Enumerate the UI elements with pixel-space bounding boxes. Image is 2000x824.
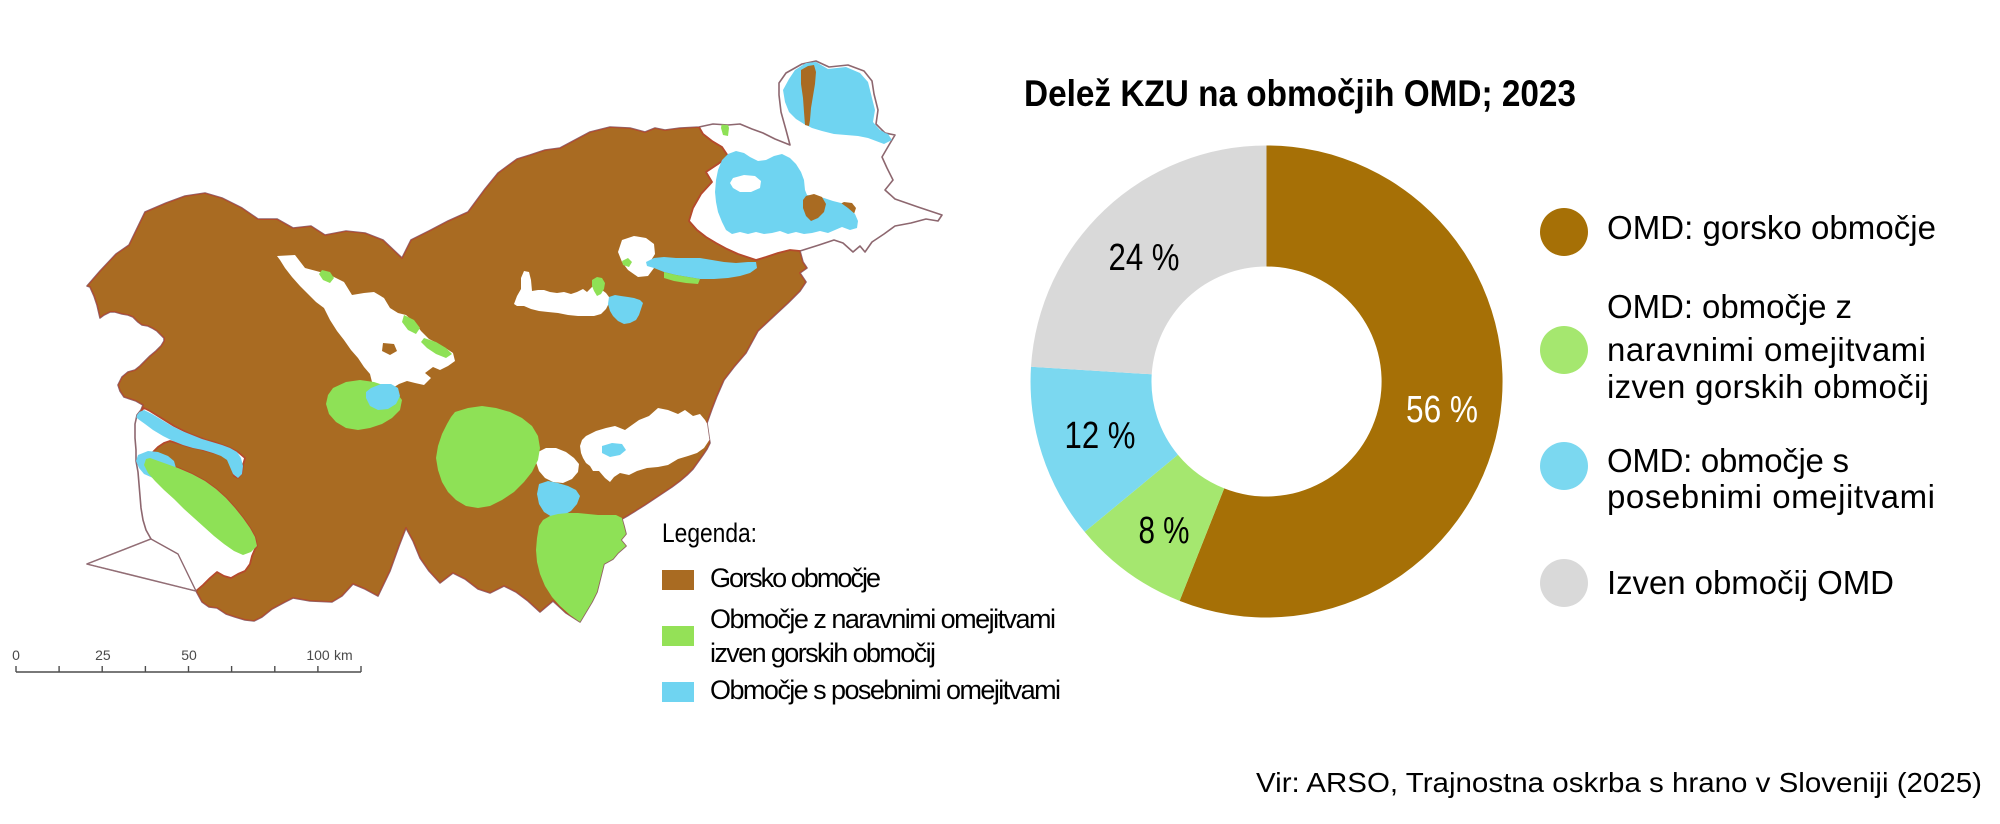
- svg-text:Območje s posebnimi omejitvami: Območje s posebnimi omejitvami: [710, 675, 1061, 705]
- svg-text:8 %: 8 %: [1139, 510, 1190, 552]
- svg-text:Vir: ARSO, Trajnostna oskrba s: Vir: ARSO, Trajnostna oskrba s hrano v S…: [1256, 767, 1982, 798]
- svg-text:12 %: 12 %: [1065, 415, 1136, 457]
- svg-text:OMD: območje s: OMD: območje s: [1607, 442, 1849, 479]
- svg-text:OMD: območje z: OMD: območje z: [1607, 288, 1852, 325]
- svg-text:25: 25: [95, 647, 111, 663]
- svg-text:100: 100: [306, 647, 330, 663]
- svg-text:Delež KZU na območjih OMD; 202: Delež KZU na območjih OMD; 2023: [1024, 73, 1576, 114]
- svg-text:56 %: 56 %: [1406, 389, 1478, 431]
- svg-text:OMD: gorsko območje: OMD: gorsko območje: [1607, 209, 1936, 246]
- svg-text:km: km: [334, 647, 353, 663]
- svg-text:posebnimi omejitvami: posebnimi omejitvami: [1607, 478, 1935, 515]
- svg-text:Legenda:: Legenda:: [662, 518, 757, 548]
- svg-text:0: 0: [12, 647, 20, 663]
- svg-text:naravnimi omejitvami: naravnimi omejitvami: [1607, 331, 1926, 368]
- svg-text:Območje z naravnimi omejitvami: Območje z naravnimi omejitvami: [710, 604, 1056, 634]
- svg-text:Izven območij OMD: Izven območij OMD: [1607, 564, 1894, 601]
- svg-text:24 %: 24 %: [1109, 237, 1180, 279]
- svg-text:izven gorskih območij: izven gorskih območij: [710, 638, 936, 668]
- svg-text:Gorsko območje: Gorsko območje: [710, 563, 881, 593]
- svg-text:izven gorskih območij: izven gorskih območij: [1607, 368, 1929, 405]
- svg-text:50: 50: [181, 647, 197, 663]
